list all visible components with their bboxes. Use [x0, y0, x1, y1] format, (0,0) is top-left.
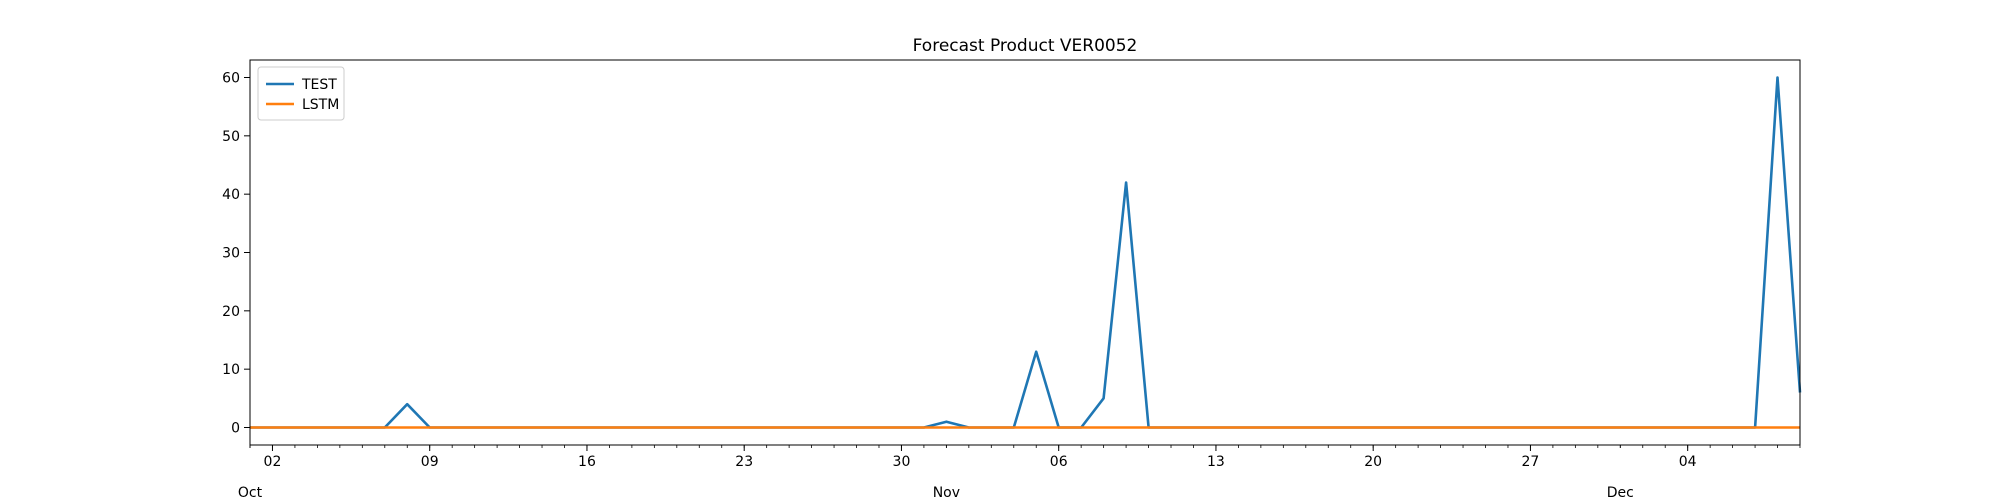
x-axis: 02 09 16 23 30 06 13 20 27 04 Oct Nov Dec — [238, 445, 1801, 500]
x-month-label: Oct — [238, 485, 263, 500]
series-line-test — [250, 76, 1802, 429]
x-tick-label: 27 — [1522, 454, 1540, 470]
y-tick-label: 10 — [222, 362, 240, 378]
chart-title: Forecast Product VER0052 — [913, 36, 1138, 56]
x-tick-label: 13 — [1207, 454, 1225, 470]
legend-label-lstm: LSTM — [302, 97, 339, 113]
legend: TEST LSTM — [257, 66, 345, 121]
y-tick-label: 60 — [222, 71, 240, 87]
y-tick-label: 40 — [222, 187, 240, 203]
x-month-label: Nov — [933, 485, 960, 500]
x-tick-label: 04 — [1679, 454, 1697, 470]
y-tick-label: 20 — [222, 304, 240, 320]
x-tick-label: 02 — [264, 454, 282, 470]
y-tick-label: 0 — [231, 421, 240, 437]
x-tick-label: 06 — [1050, 454, 1068, 470]
y-tick-label: 50 — [222, 129, 240, 145]
series-layer — [250, 76, 1802, 429]
x-month-label: Dec — [1607, 485, 1634, 500]
y-tick-label: 30 — [222, 246, 240, 262]
legend-box — [257, 66, 345, 121]
x-tick-label: 20 — [1364, 454, 1382, 470]
x-tick-label: 09 — [421, 454, 439, 470]
legend-label-test: TEST — [301, 77, 337, 93]
x-tick-label: 23 — [735, 454, 753, 470]
x-tick-label: 30 — [893, 454, 911, 470]
x-tick-label: 16 — [578, 454, 596, 470]
y-axis: 0 10 20 30 40 50 60 — [222, 71, 250, 437]
